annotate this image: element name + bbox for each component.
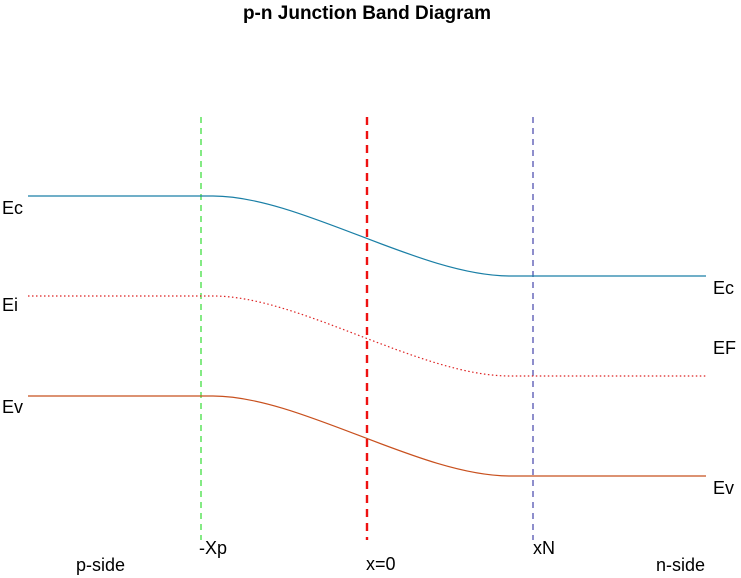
marker-label-junction: x=0 bbox=[366, 554, 396, 574]
right-label-fermi: EF bbox=[713, 338, 736, 358]
valence-band-curve bbox=[28, 395, 706, 477]
conduction-band-curve bbox=[28, 195, 706, 277]
left-label-intrinsic: Ei bbox=[2, 295, 18, 315]
left-label-valence: Ev bbox=[2, 397, 23, 417]
diagram-title: p-n Junction Band Diagram bbox=[243, 3, 491, 24]
region-label-p: p-side bbox=[76, 555, 125, 575]
right-label-conduction: Ec bbox=[713, 278, 734, 298]
region-label-n: n-side bbox=[656, 555, 705, 575]
intrinsic-level-curve bbox=[28, 295, 706, 377]
marker-label-depletion-p: -Xp bbox=[199, 538, 227, 558]
left-label-conduction: Ec bbox=[2, 198, 23, 218]
marker-label-depletion-n: xN bbox=[533, 538, 555, 558]
right-label-valence: Ev bbox=[713, 478, 734, 498]
